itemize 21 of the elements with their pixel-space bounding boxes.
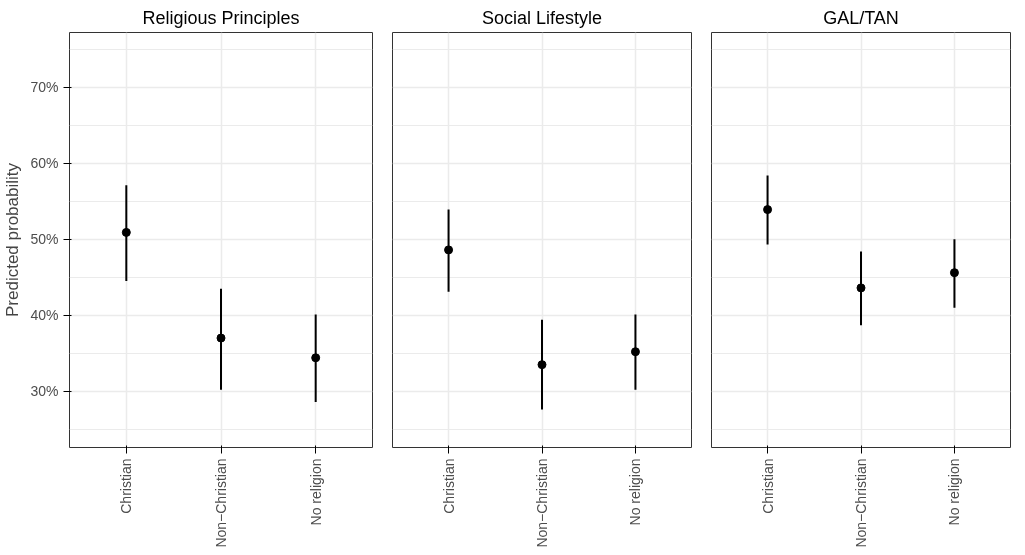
x-tick-label: No religion (307, 458, 324, 526)
y-tick-label: 50% (30, 231, 59, 248)
x-tick-label: Christian (759, 458, 776, 514)
x-tick-label: Non−Christian (534, 458, 550, 548)
chart-title: Religious Principles (142, 7, 300, 28)
point (216, 333, 226, 343)
x-tick-label: Non−Christian (213, 458, 229, 548)
y-axis-title: Predicted probability (3, 162, 23, 318)
x-tick-label: Christian (118, 458, 135, 514)
point (311, 353, 321, 363)
x-tick-label: Christian (440, 458, 457, 514)
chart-title: Social Lifestyle (481, 7, 603, 28)
chart-title: GAL/TAN (823, 7, 899, 28)
x-tick-label: Non−Christian (853, 458, 869, 548)
x-tick-label: No religion (946, 458, 963, 526)
y-tick-label: 30% (30, 383, 59, 400)
y-tick-label: 60% (30, 155, 59, 172)
y-tick-label: 40% (30, 307, 59, 324)
x-tick-label: No religion (627, 458, 644, 526)
point (121, 227, 131, 237)
y-tick-label: 70% (30, 79, 59, 96)
